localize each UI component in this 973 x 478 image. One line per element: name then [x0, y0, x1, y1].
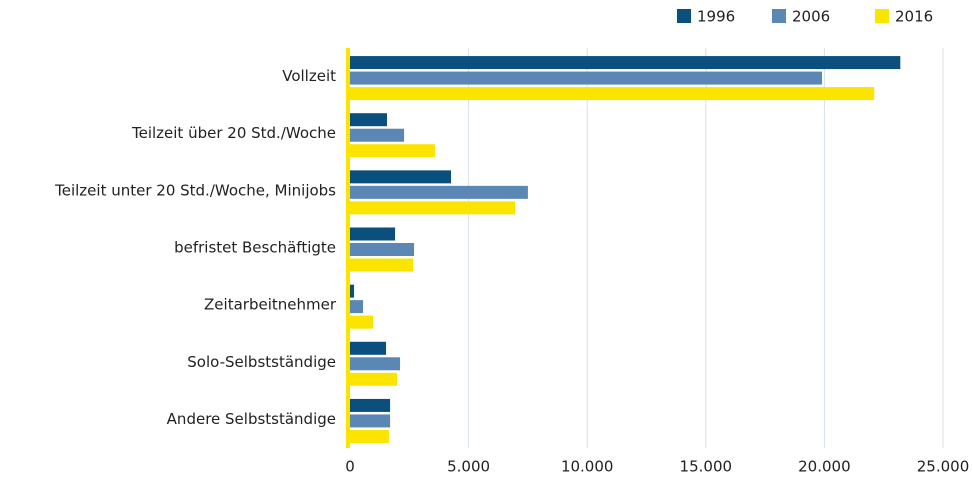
- bar: [350, 144, 435, 158]
- category-label: Solo-Selbstständige: [187, 353, 336, 371]
- category-label: Teilzeit über 20 Std./Woche: [131, 124, 336, 142]
- bar: [350, 300, 364, 314]
- legend-label: 1996: [697, 8, 735, 26]
- x-tick-label: 25.000: [917, 458, 970, 476]
- bar: [350, 71, 823, 85]
- bar: [350, 201, 516, 215]
- bar: [350, 414, 391, 428]
- bar: [350, 341, 387, 355]
- bar: [350, 128, 405, 142]
- x-tick-label: 20.000: [798, 458, 851, 476]
- x-tick-label: 10.000: [561, 458, 614, 476]
- bar: [350, 87, 875, 101]
- category-label: Vollzeit: [282, 67, 336, 85]
- bar: [350, 227, 396, 241]
- bar: [350, 429, 389, 443]
- x-tick-label: 0: [345, 458, 355, 476]
- x-tick-label: 5.000: [447, 458, 490, 476]
- category-label: befristet Beschäftigte: [174, 239, 336, 257]
- bar: [350, 113, 388, 127]
- bar: [350, 284, 355, 298]
- bar: [350, 243, 415, 256]
- bar: [350, 258, 414, 272]
- x-tick-label: 15.000: [680, 458, 733, 476]
- legend-swatch: [677, 9, 691, 23]
- category-label: Zeitarbeitnehmer: [204, 296, 337, 314]
- bar: [350, 372, 397, 386]
- legend-swatch: [875, 9, 889, 23]
- legend-label: 2016: [895, 8, 933, 26]
- bar: [350, 398, 391, 412]
- bar: [350, 315, 374, 329]
- legend-swatch: [772, 9, 786, 23]
- category-label: Teilzeit unter 20 Std./Woche, Minijobs: [54, 181, 336, 199]
- bar: [350, 56, 901, 70]
- legend-label: 2006: [792, 8, 830, 26]
- bar: [350, 357, 401, 371]
- category-label: Andere Selbstständige: [167, 410, 336, 428]
- bar: [350, 170, 452, 184]
- bar: [350, 185, 528, 199]
